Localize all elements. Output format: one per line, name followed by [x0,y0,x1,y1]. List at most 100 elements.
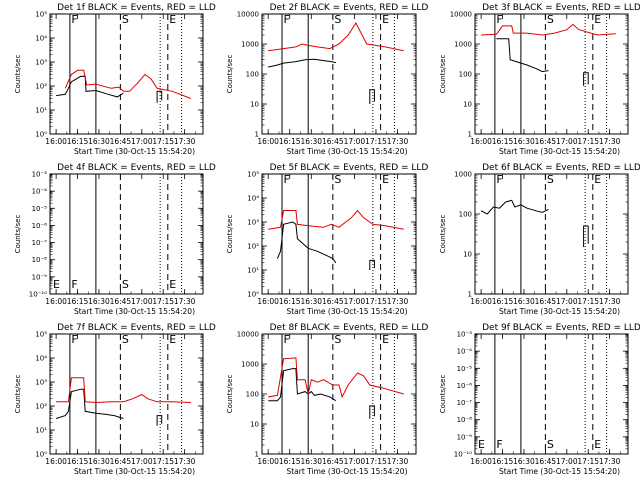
y-tick-label: 1000 [454,41,472,49]
plot-frame [261,13,417,135]
event-marker-e: E [169,333,176,346]
x-tick-label: 16:00 [257,297,279,306]
x-tick-label: 17:15 [365,297,387,306]
x-tick-label: 16:00 [470,137,492,146]
x-tick-label: 16:30 [513,297,535,306]
y-tick-label: 10⁻⁵ [457,365,473,373]
series-events [55,388,124,419]
x-tick-label: 16:00 [257,137,279,146]
x-tick-label: 17:15 [152,457,174,466]
panel-det8: Det 8f BLACK = Events, RED = LLD 10000 100… [226,323,428,476]
event-marker-f: F [71,333,77,346]
x-axis-label: Start Time (30-Oct-15 15:54:20) [286,147,407,156]
plot-frame [49,13,204,135]
y-tick-label: 10⁵ [35,331,47,339]
series-events-segment [583,72,589,86]
series-lld [64,69,191,99]
y-tick-label: 10⁻⁶ [457,382,473,390]
x-tick-label: 16:00 [45,137,67,146]
y-tick-label: 10⁻⁶ [32,222,48,230]
x-tick-label: 16:15 [67,297,89,306]
y-tick-label: 10⁰ [35,451,47,459]
x-tick-label: 16:30 [513,457,535,466]
x-tick-label: 17:00 [344,137,366,146]
x-tick-label: 16:00 [470,457,492,466]
y-tick-label: 10⁰ [247,291,259,299]
x-tick-label: 16:15 [279,137,301,146]
event-marker-f: F [284,13,290,26]
y-tick-label: 10000 [237,11,259,19]
x-tick-label: 17:15 [152,297,174,306]
x-axis-label: Start Time (30-Oct-15 15:54:20) [74,307,195,316]
y-axis-label: Counts/sec [14,215,22,254]
y-axis-label: Counts/sec [14,375,22,414]
panel-title: Det 2f BLACK = Events, RED = LLD [270,3,429,13]
y-tick-label: 10⁻⁵ [32,205,48,213]
x-tick-label: 17:15 [577,297,599,306]
event-marker-e: E [169,278,176,291]
x-tick-label: 17:30 [387,457,409,466]
x-tick-label: 16:30 [300,137,322,146]
x-tick-label: 16:15 [492,297,514,306]
panel-title: Det 3f BLACK = Events, RED = LLD [482,3,640,13]
x-tick-label: 17:00 [556,457,578,466]
y-axis-label: Counts/sec [439,215,447,254]
x-tick-label: 16:30 [513,137,535,146]
x-tick-label: 16:30 [88,137,110,146]
event-marker-e: E [169,13,176,26]
event-marker-s: S [334,333,341,346]
x-tick-label: 17:00 [131,297,153,306]
plot-frame [474,333,629,455]
y-axis-label: Counts/sec [439,375,447,414]
x-axis-label: Start Time (30-Oct-15 15:54:20) [499,467,620,476]
y-tick-label: 10⁻⁹ [32,273,48,281]
x-tick-label: 17:30 [174,297,196,306]
x-axis-label: Start Time (30-Oct-15 15:54:20) [499,147,620,156]
panel-det7: Det 7f BLACK = Events, RED = LLD 10⁵ 10⁴ 10… [14,323,216,476]
series-lld [481,23,616,36]
event-marker-e: E [594,13,601,26]
series-events-segment [583,225,589,247]
x-tick-label: 17:00 [344,457,366,466]
series-events-segment [156,90,163,103]
event-marker-e: E [382,13,389,26]
y-tick-label: 1 [255,131,259,139]
x-tick-label: 16:45 [110,297,132,306]
x-tick-label: 16:00 [470,297,492,306]
x-tick-label: 17:15 [365,457,387,466]
x-tick-label: 16:15 [492,457,514,466]
y-tick-label: 10¹ [35,427,47,435]
y-tick-label: 10⁻⁷ [32,239,48,247]
x-tick-label: 16:15 [492,137,514,146]
y-tick-label: 10⁴ [35,35,47,43]
series-events-segment [369,89,375,104]
event-marker-f: F [71,278,77,291]
y-tick-label: 10³ [247,219,259,227]
y-tick-label: 1000 [241,41,259,49]
event-marker-f: F [71,13,77,26]
panel-det6: Det 6f BLACK = Events, RED = LLD 1000 100 1… [439,163,640,316]
x-tick-label: 16:45 [322,457,344,466]
plot-frame [261,333,417,455]
x-tick-label: 17:00 [556,297,578,306]
y-tick-label: 10⁻⁴ [32,188,48,196]
x-tick-label: 16:30 [88,297,110,306]
panel-title: Det 6f BLACK = Events, RED = LLD [482,163,640,173]
y-tick-label: 10⁵ [35,11,47,19]
x-tick-label: 16:30 [88,457,110,466]
x-tick-label: 17:15 [577,457,599,466]
event-marker-f: F [284,173,290,186]
x-tick-label: 16:00 [257,457,279,466]
x-tick-label: 16:45 [535,137,557,146]
series-events [268,368,337,402]
y-tick-label: 10² [35,403,47,411]
y-tick-label: 1000 [454,171,472,179]
x-tick-label: 16:00 [45,297,67,306]
y-tick-label: 100 [459,211,472,219]
panel-title: Det 4f BLACK = Events, RED = LLD [57,163,216,173]
x-axis-label: Start Time (30-Oct-15 15:54:20) [74,467,195,476]
event-marker-f: F [496,13,502,26]
x-tick-label: 17:30 [387,297,409,306]
x-tick-label: 17:15 [365,137,387,146]
